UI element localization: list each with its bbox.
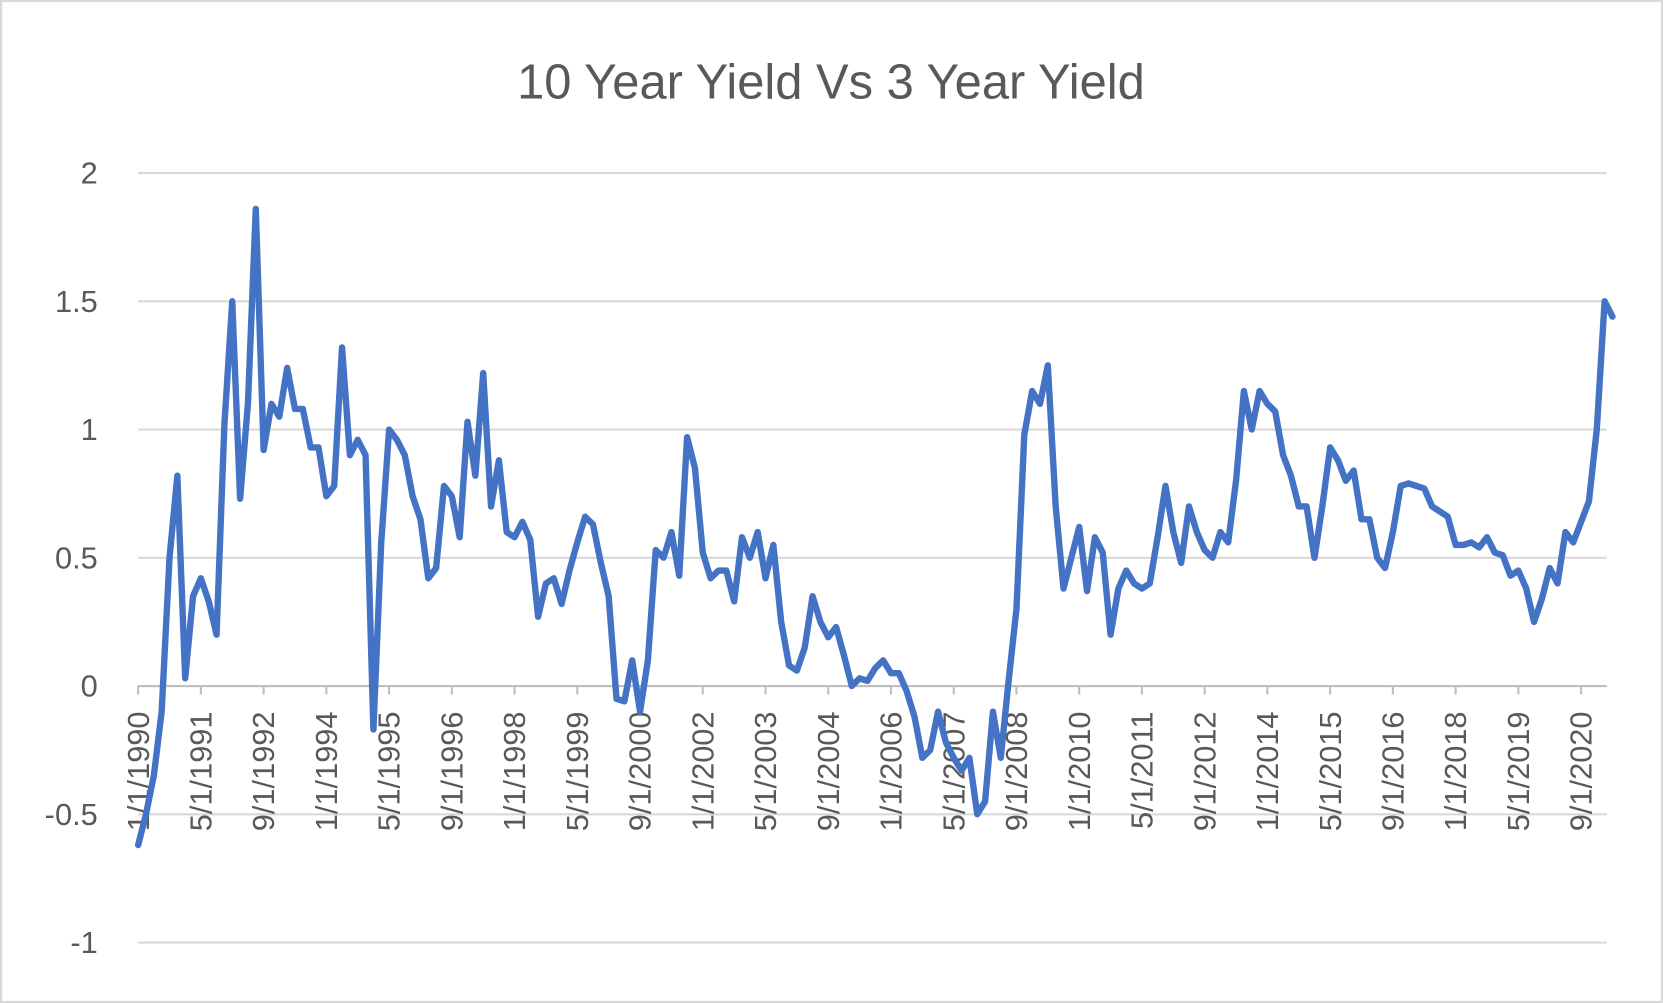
x-tick-label: 1/1/2002 [685, 711, 720, 831]
x-tick-label: 5/1/2003 [748, 711, 783, 831]
x-tick-label: 5/1/1991 [183, 711, 218, 831]
x-tick-label: 9/1/2016 [1375, 711, 1410, 831]
y-tick-label: 1.5 [55, 284, 98, 319]
y-tick-label: 0 [81, 669, 98, 704]
x-tick-label: 5/1/1995 [372, 711, 407, 831]
x-tick-label: 9/1/2000 [623, 711, 658, 831]
x-tick-label: 1/1/2006 [874, 711, 909, 831]
x-tick-label: 1/1/1994 [309, 711, 344, 831]
x-tick-label: 1/1/2018 [1438, 711, 1473, 831]
x-tick-label: 9/1/2004 [811, 711, 846, 831]
data-line [134, 205, 1616, 849]
x-tick-label: 5/1/2015 [1313, 711, 1348, 831]
chart-title: 10 Year Yield Vs 3 Year Yield [517, 56, 1145, 110]
x-tick-label: 9/1/1992 [246, 711, 281, 831]
x-tick-label: 5/1/1999 [560, 711, 595, 831]
x-tick-label: 5/1/2011 [1125, 711, 1160, 828]
x-tick-label: 9/1/2012 [1187, 711, 1222, 831]
y-tick-label: -0.5 [45, 797, 98, 832]
x-tick-label: 1/1/2014 [1250, 711, 1285, 831]
y-tick-label: 1 [81, 412, 98, 447]
x-tick-label: 9/1/1996 [434, 711, 469, 831]
x-tick-label: 5/1/2019 [1501, 711, 1536, 831]
x-tick-label: 9/1/2020 [1564, 711, 1599, 831]
y-tick-label: 0.5 [55, 540, 98, 575]
x-tick-label: 1/1/1990 [121, 711, 156, 831]
x-tick-label: 1/1/1998 [497, 711, 532, 831]
y-tick-label: 2 [81, 156, 98, 191]
y-tick-label: -1 [70, 925, 97, 960]
x-tick-label: 1/1/2010 [1062, 711, 1097, 831]
